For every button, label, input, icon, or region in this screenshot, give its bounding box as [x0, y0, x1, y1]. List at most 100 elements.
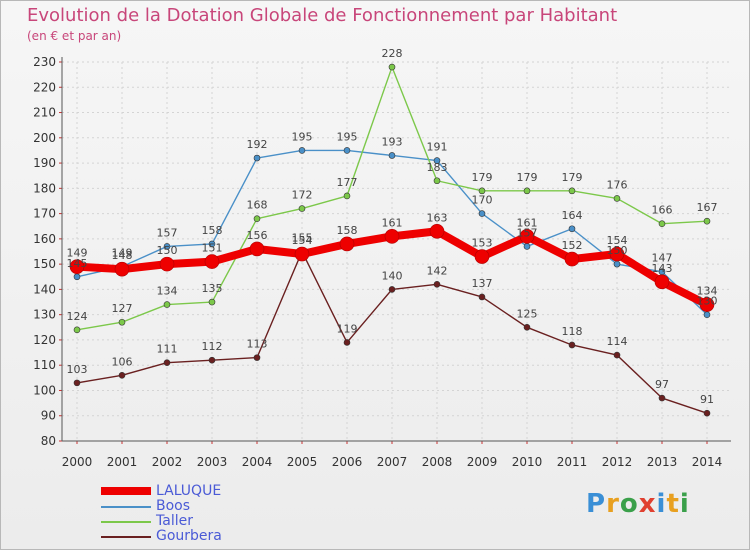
point-laluque-2011	[564, 251, 580, 267]
label-boos-2007: 193	[382, 135, 403, 148]
point-boos-2005	[298, 147, 306, 154]
label-boos-2000: 145	[67, 257, 88, 270]
point-taller-2005	[298, 205, 306, 212]
x-tick-2005: 2005	[287, 455, 318, 469]
point-taller-2007	[388, 63, 396, 71]
label-laluque-2007: 161	[382, 216, 403, 229]
label-boos-2001: 149	[112, 247, 133, 260]
point-gourbera-2010	[523, 323, 531, 331]
label-laluque-2004: 156	[247, 229, 268, 242]
label-gourbera-2006: 119	[337, 322, 358, 335]
point-laluque-2008	[429, 223, 445, 239]
point-boos-2012	[613, 260, 621, 268]
logo-letter-6: i	[679, 489, 690, 519]
point-taller-2002	[163, 301, 171, 308]
label-taller-2010: 179	[517, 171, 538, 184]
point-boos-2008	[433, 157, 441, 164]
legend-label-gourbera: Gourbera	[156, 528, 222, 544]
legend-swatch-gourbera	[101, 536, 151, 538]
logo-letter-5: t	[666, 489, 680, 519]
x-tick-2006: 2006	[332, 455, 363, 469]
label-boos-2011: 164	[562, 209, 583, 222]
point-laluque-2006	[339, 236, 355, 252]
y-tick-170: 170	[33, 207, 56, 221]
label-gourbera-2001: 106	[112, 355, 133, 368]
point-gourbera-2003	[208, 356, 216, 364]
point-gourbera-2004	[253, 354, 261, 361]
point-boos-2014	[703, 311, 711, 318]
point-gourbera-2013	[658, 394, 666, 402]
point-gourbera-2008	[433, 281, 441, 288]
label-gourbera-2012: 114	[607, 335, 628, 348]
label-boos-2013: 147	[652, 252, 673, 265]
x-tick-2014: 2014	[692, 455, 723, 469]
label-laluque-2002: 150	[157, 244, 178, 257]
y-tick-110: 110	[33, 358, 56, 372]
point-gourbera-2000	[73, 379, 81, 387]
legend-swatch-taller	[101, 521, 151, 523]
point-laluque-2002	[159, 256, 175, 272]
point-gourbera-2009	[478, 293, 486, 301]
axes: 8090100110120130140150160170180190200210…	[33, 55, 731, 469]
point-laluque-2005	[294, 246, 310, 262]
point-gourbera-2012	[613, 351, 621, 359]
point-taller-2000	[73, 326, 81, 334]
logo-letter-1: r	[606, 489, 620, 519]
label-gourbera-2008: 142	[427, 264, 448, 277]
point-boos-2002	[163, 243, 171, 250]
label-gourbera-2013: 97	[655, 378, 669, 391]
label-gourbera-2005: 155	[292, 232, 313, 245]
proxiti-logo: Proxiti	[586, 489, 690, 519]
y-tick-80: 80	[41, 434, 56, 448]
x-tick-2003: 2003	[197, 455, 228, 469]
point-taller-2003	[208, 298, 216, 306]
label-gourbera-2010: 125	[517, 307, 538, 320]
point-gourbera-2002	[163, 359, 171, 366]
label-gourbera-2002: 111	[157, 343, 178, 356]
point-boos-2004	[253, 154, 261, 162]
x-tick-2000: 2000	[62, 455, 93, 469]
x-tick-2007: 2007	[377, 455, 408, 469]
y-tick-150: 150	[33, 257, 56, 271]
point-laluque-2012	[609, 246, 625, 262]
series-gourbera	[73, 248, 711, 417]
label-taller-2011: 179	[562, 171, 583, 184]
point-boos-2007	[388, 152, 396, 159]
label-laluque-2006: 158	[337, 224, 358, 237]
point-taller-2009	[478, 187, 486, 195]
point-laluque-2003	[204, 254, 220, 269]
y-tick-200: 200	[33, 131, 56, 145]
label-boos-2010: 157	[517, 226, 538, 239]
logo-letter-3: x	[638, 489, 657, 519]
x-tick-2013: 2013	[647, 455, 678, 469]
y-tick-220: 220	[33, 80, 56, 94]
series-taller	[73, 63, 711, 334]
point-laluque-2009	[474, 249, 490, 264]
label-laluque-2000: 149	[67, 247, 88, 260]
label-taller-2004: 168	[247, 199, 268, 212]
label-laluque-2005: 154	[292, 234, 313, 247]
x-tick-2011: 2011	[557, 455, 588, 469]
label-laluque-2011: 152	[562, 239, 583, 252]
grid	[62, 61, 731, 442]
x-tick-2004: 2004	[242, 455, 273, 469]
legend-label-taller: Taller	[156, 513, 193, 529]
logo-letter-4: i	[656, 489, 667, 519]
series-layer	[69, 63, 715, 417]
x-tick-2010: 2010	[512, 455, 543, 469]
logo-letter-2: o	[619, 489, 639, 519]
legend-swatch-laluque	[101, 487, 151, 495]
label-taller-2014: 167	[697, 201, 718, 214]
point-boos-2000	[73, 273, 81, 281]
point-taller-2006	[343, 192, 351, 200]
y-tick-210: 210	[33, 106, 56, 120]
label-boos-2004: 192	[247, 138, 268, 151]
label-gourbera-2009: 137	[472, 277, 493, 290]
label-taller-2003: 135	[202, 282, 223, 295]
point-laluque-2001	[114, 261, 130, 277]
y-tick-190: 190	[33, 156, 56, 170]
label-taller-2000: 124	[67, 310, 88, 323]
point-gourbera-2011	[568, 341, 576, 349]
